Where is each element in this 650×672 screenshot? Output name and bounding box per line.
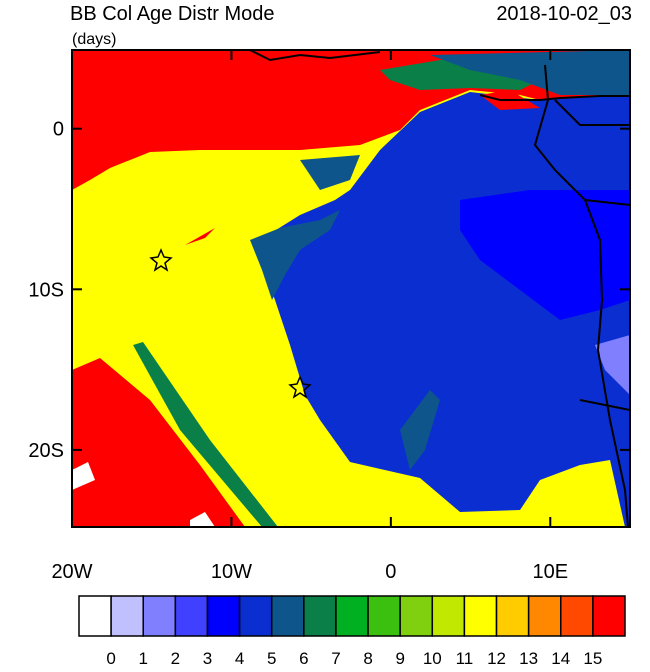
colorbar-label: 5 (267, 649, 276, 667)
colorbar-label: 9 (395, 649, 404, 667)
y-tick-label: 0 (53, 119, 64, 141)
colorbar-box (142, 595, 177, 637)
x-tick-label: 10E (532, 561, 568, 583)
colorbar-label: 13 (519, 649, 538, 667)
colorbar-label: 2 (171, 649, 180, 667)
colorbar-box (463, 595, 498, 637)
colorbar-box (238, 595, 273, 637)
colorbar-label: 6 (299, 649, 308, 667)
colorbar-box (206, 595, 241, 637)
colorbar-box (399, 595, 434, 637)
colorbar-box (592, 595, 626, 637)
y-tick-label: 10S (28, 279, 64, 301)
colorbar-label: 4 (235, 649, 244, 667)
timestamp: 2018-10-02_03 (496, 3, 632, 25)
colorbar-box (431, 595, 466, 637)
colorbar: 0 1 2 3 4 5 6 7 8 9 10 11 12 13 14 15 (78, 595, 626, 668)
colorbar-label: 0 (106, 649, 115, 667)
colorbar-box (367, 595, 401, 637)
y-tick-label: 20S (28, 440, 64, 462)
title: BB Col Age Distr Mode (70, 3, 275, 25)
colorbar-box (495, 595, 530, 637)
colorbar-label: 3 (203, 649, 212, 667)
colorbar-box (335, 595, 369, 637)
colorbar-label: 14 (551, 649, 570, 667)
colorbar-label: 7 (331, 649, 340, 667)
colorbar-label: 10 (423, 649, 442, 667)
colorbar-box (303, 595, 337, 637)
colorbar-label: 12 (487, 649, 506, 667)
axes: 20W 10W 0 10E 0 10S 20S (28, 50, 630, 583)
x-tick-label: 0 (385, 561, 396, 583)
colorbar-label: 8 (363, 649, 372, 667)
colorbar-box (174, 595, 209, 637)
map-field (72, 50, 630, 527)
colorbar-label: 11 (456, 649, 474, 667)
x-tick-label: 20W (51, 561, 92, 583)
colorbar-label: 15 (583, 649, 602, 667)
colorbar-box (527, 595, 562, 637)
colorbar-box (560, 595, 594, 637)
units: (days) (72, 31, 116, 48)
colorbar-box (270, 595, 305, 637)
x-tick-label: 10W (211, 561, 252, 583)
colorbar-box (78, 595, 112, 637)
colorbar-label: 1 (139, 649, 148, 667)
colorbar-box (110, 595, 144, 637)
